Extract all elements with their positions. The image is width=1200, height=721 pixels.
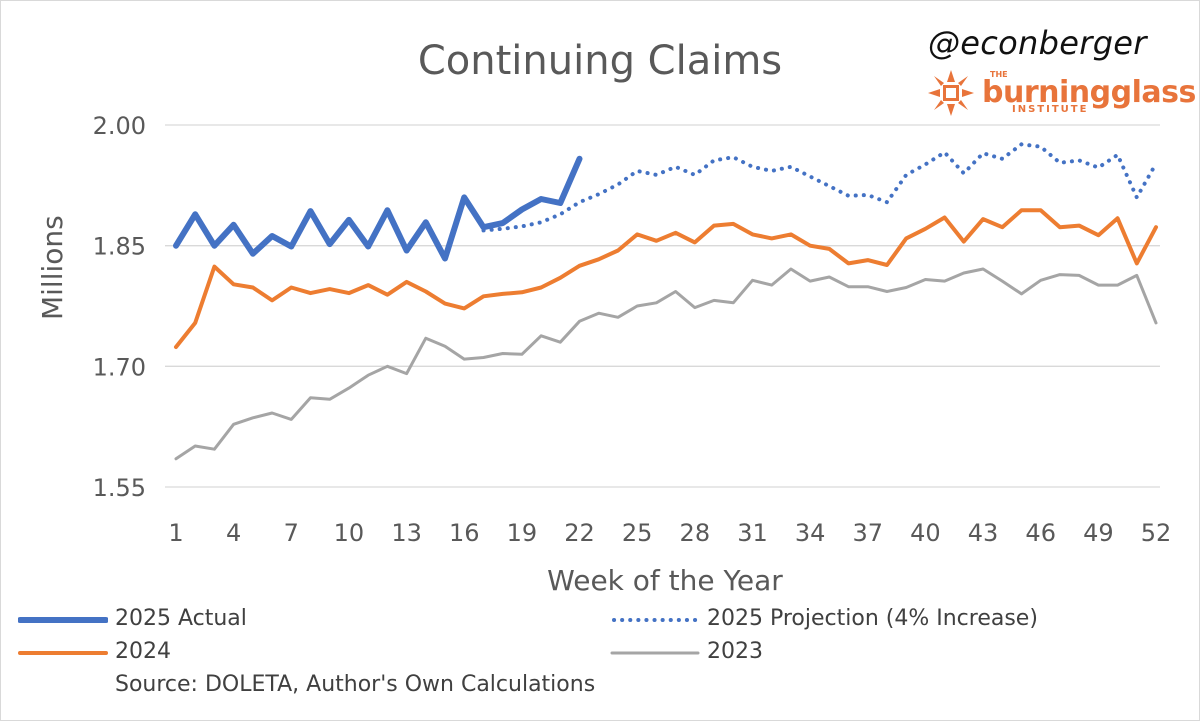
burning-glass-logo-icon xyxy=(928,70,974,116)
legend-swatch-2023 xyxy=(610,651,700,655)
y-axis-label: Millions xyxy=(36,215,69,320)
x-axis-label: Week of the Year xyxy=(547,564,783,597)
author-handle: @econberger xyxy=(928,24,1147,62)
legend-swatch-2025-actual xyxy=(18,617,108,623)
logo-subtitle: INSTITUTE xyxy=(1012,104,1089,115)
logo-the: THE xyxy=(990,70,1008,79)
legend-label-2024: 2024 xyxy=(115,639,171,664)
source-note: Source: DOLETA, Author's Own Calculation… xyxy=(115,672,596,697)
logo-wordmark: burningglass xyxy=(982,75,1196,110)
legend-label-2023: 2023 xyxy=(707,639,763,664)
legend-swatch-2025-projection xyxy=(612,618,700,622)
legend-label-2025-actual: 2025 Actual xyxy=(115,606,247,631)
legend-swatch-2024 xyxy=(18,651,108,655)
chart-title: Continuing Claims xyxy=(417,38,783,84)
legend-label-2025-projection: 2025 Projection (4% Increase) xyxy=(707,606,1038,631)
